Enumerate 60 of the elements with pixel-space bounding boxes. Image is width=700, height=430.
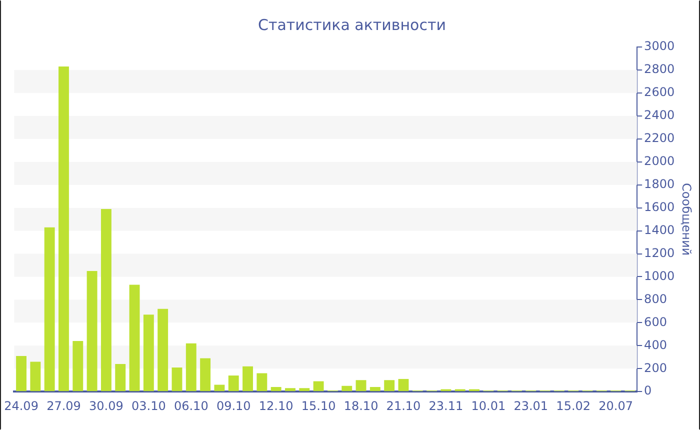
bar bbox=[398, 378, 409, 392]
x-tick-label: 15.10 bbox=[301, 398, 336, 413]
y-tick-label: 1400 bbox=[644, 222, 675, 237]
x-tick-label: 03.10 bbox=[131, 398, 166, 413]
x-tick-label: 20.07 bbox=[598, 398, 634, 413]
bar bbox=[214, 384, 225, 392]
y-tick-label: 3000 bbox=[644, 39, 675, 54]
bar bbox=[30, 362, 41, 392]
y-tick-label: 2600 bbox=[644, 85, 675, 100]
bar bbox=[72, 341, 84, 392]
y-tick-label: 600 bbox=[644, 314, 667, 329]
x-tick-label: 18.10 bbox=[344, 398, 378, 413]
y-tick-label: 2000 bbox=[644, 154, 675, 168]
bar bbox=[313, 381, 324, 392]
y-tick-label: 200 bbox=[644, 360, 667, 375]
bar bbox=[256, 373, 268, 392]
bar bbox=[86, 270, 98, 392]
y-tick-label: 1000 bbox=[644, 268, 675, 283]
bar bbox=[16, 356, 26, 392]
bar bbox=[44, 227, 55, 392]
x-tick-label: 23.01 bbox=[514, 398, 548, 413]
bar bbox=[356, 380, 366, 392]
bar bbox=[58, 66, 69, 392]
bar bbox=[129, 284, 140, 392]
y-tick-label: 800 bbox=[644, 292, 667, 306]
y-tick-label: 1800 bbox=[644, 176, 675, 191]
x-tick-label: 24.09 bbox=[4, 398, 38, 413]
bar bbox=[228, 376, 239, 392]
y-tick-label: 1200 bbox=[644, 246, 675, 260]
x-tick-label: 10.01 bbox=[471, 398, 506, 413]
bar bbox=[384, 380, 395, 392]
bar bbox=[242, 366, 253, 392]
y-axis-title: Сообщений bbox=[680, 183, 694, 256]
x-tick-label: 12.10 bbox=[258, 398, 294, 413]
x-tick-label: 30.09 bbox=[89, 398, 124, 413]
bar bbox=[100, 208, 112, 392]
x-tick-label: 15.02 bbox=[556, 398, 591, 413]
x-tick-label: 06.10 bbox=[174, 398, 208, 413]
y-tick-label: 2200 bbox=[644, 131, 675, 146]
bar bbox=[115, 364, 126, 392]
x-tick-label: 09.10 bbox=[216, 398, 251, 413]
y-tick-label: 400 bbox=[644, 338, 667, 352]
x-tick-label: 27.09 bbox=[46, 398, 81, 413]
bar bbox=[370, 387, 380, 392]
bar bbox=[299, 388, 310, 392]
bar bbox=[172, 367, 182, 392]
bar bbox=[143, 314, 154, 392]
bar bbox=[186, 343, 196, 392]
chart-title: Статистика активности bbox=[258, 16, 446, 34]
bar bbox=[200, 358, 211, 392]
bar bbox=[342, 386, 352, 392]
x-tick-label: 23.11 bbox=[428, 398, 464, 413]
x-tick-label: 21.10 bbox=[386, 398, 421, 413]
y-tick-label: 1600 bbox=[644, 200, 675, 214]
bar bbox=[285, 388, 296, 392]
y-tick-label: 2400 bbox=[644, 108, 675, 122]
y-tick-label: 0 bbox=[644, 384, 652, 398]
bar bbox=[270, 387, 282, 392]
bar bbox=[158, 308, 168, 392]
y-tick-label: 2800 bbox=[644, 62, 675, 76]
